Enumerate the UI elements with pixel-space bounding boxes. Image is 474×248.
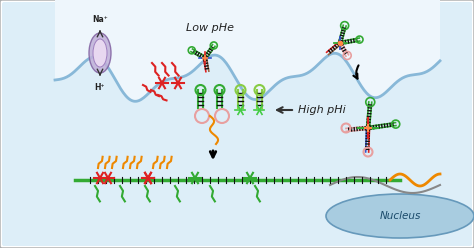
- Ellipse shape: [93, 39, 107, 67]
- Text: Na⁺: Na⁺: [92, 15, 108, 24]
- Polygon shape: [55, 0, 440, 101]
- Text: High pHi: High pHi: [298, 105, 346, 115]
- Ellipse shape: [89, 33, 111, 73]
- Text: Low pHe: Low pHe: [186, 23, 234, 33]
- Text: Nucleus: Nucleus: [379, 211, 421, 221]
- FancyBboxPatch shape: [2, 2, 472, 246]
- Ellipse shape: [326, 194, 474, 238]
- Text: H⁺: H⁺: [95, 83, 105, 92]
- FancyArrowPatch shape: [354, 65, 358, 79]
